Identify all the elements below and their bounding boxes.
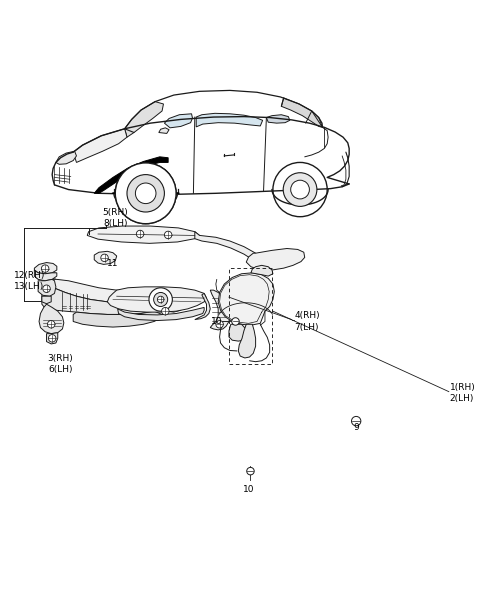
Polygon shape — [94, 157, 168, 193]
Polygon shape — [238, 324, 256, 358]
Polygon shape — [196, 113, 263, 127]
Polygon shape — [118, 308, 204, 321]
Polygon shape — [35, 262, 57, 274]
Text: 5(RH)
8(LH): 5(RH) 8(LH) — [102, 208, 128, 228]
Circle shape — [135, 183, 156, 204]
Polygon shape — [266, 115, 290, 123]
Circle shape — [157, 296, 164, 303]
Circle shape — [41, 265, 49, 272]
Polygon shape — [159, 128, 169, 134]
Text: 3(RH)
6(LH): 3(RH) 6(LH) — [48, 354, 73, 375]
Circle shape — [247, 467, 254, 475]
Circle shape — [154, 292, 168, 306]
Circle shape — [115, 163, 176, 224]
Polygon shape — [281, 98, 323, 128]
Text: 12(RH)
13(LH): 12(RH) 13(LH) — [14, 271, 45, 291]
Circle shape — [48, 321, 55, 328]
Polygon shape — [47, 333, 58, 344]
Circle shape — [101, 254, 108, 262]
Circle shape — [351, 416, 361, 426]
Circle shape — [216, 321, 223, 328]
Text: 10: 10 — [243, 485, 254, 494]
Polygon shape — [108, 287, 206, 312]
Polygon shape — [160, 294, 183, 312]
Circle shape — [162, 308, 169, 315]
Polygon shape — [42, 281, 164, 314]
Polygon shape — [38, 280, 56, 296]
Polygon shape — [87, 226, 200, 243]
Polygon shape — [42, 280, 164, 303]
Circle shape — [165, 231, 172, 238]
Polygon shape — [165, 114, 192, 128]
Polygon shape — [94, 251, 117, 264]
Circle shape — [135, 183, 156, 204]
Polygon shape — [56, 151, 76, 164]
Circle shape — [136, 230, 144, 238]
Text: 10: 10 — [211, 317, 223, 326]
Polygon shape — [210, 290, 230, 330]
Polygon shape — [35, 270, 57, 281]
Text: 11: 11 — [108, 259, 119, 268]
Polygon shape — [112, 175, 180, 193]
Circle shape — [43, 285, 50, 292]
Circle shape — [115, 163, 176, 224]
Polygon shape — [195, 232, 263, 264]
Circle shape — [48, 335, 56, 342]
Circle shape — [273, 162, 327, 216]
Polygon shape — [246, 248, 305, 270]
Polygon shape — [42, 296, 51, 303]
Text: 4(RH)
7(LH): 4(RH) 7(LH) — [294, 311, 320, 332]
Polygon shape — [73, 129, 127, 162]
Polygon shape — [251, 265, 273, 276]
Circle shape — [127, 175, 165, 212]
Polygon shape — [125, 102, 164, 137]
Text: 9: 9 — [353, 424, 359, 432]
Polygon shape — [195, 294, 210, 319]
Circle shape — [149, 287, 172, 311]
Polygon shape — [73, 311, 162, 327]
Polygon shape — [229, 324, 247, 341]
Circle shape — [283, 173, 317, 207]
Polygon shape — [39, 304, 64, 333]
Polygon shape — [218, 273, 275, 326]
Circle shape — [127, 175, 165, 212]
Circle shape — [232, 318, 239, 326]
Text: 1(RH)
2(LH): 1(RH) 2(LH) — [450, 383, 476, 403]
Circle shape — [291, 180, 310, 199]
